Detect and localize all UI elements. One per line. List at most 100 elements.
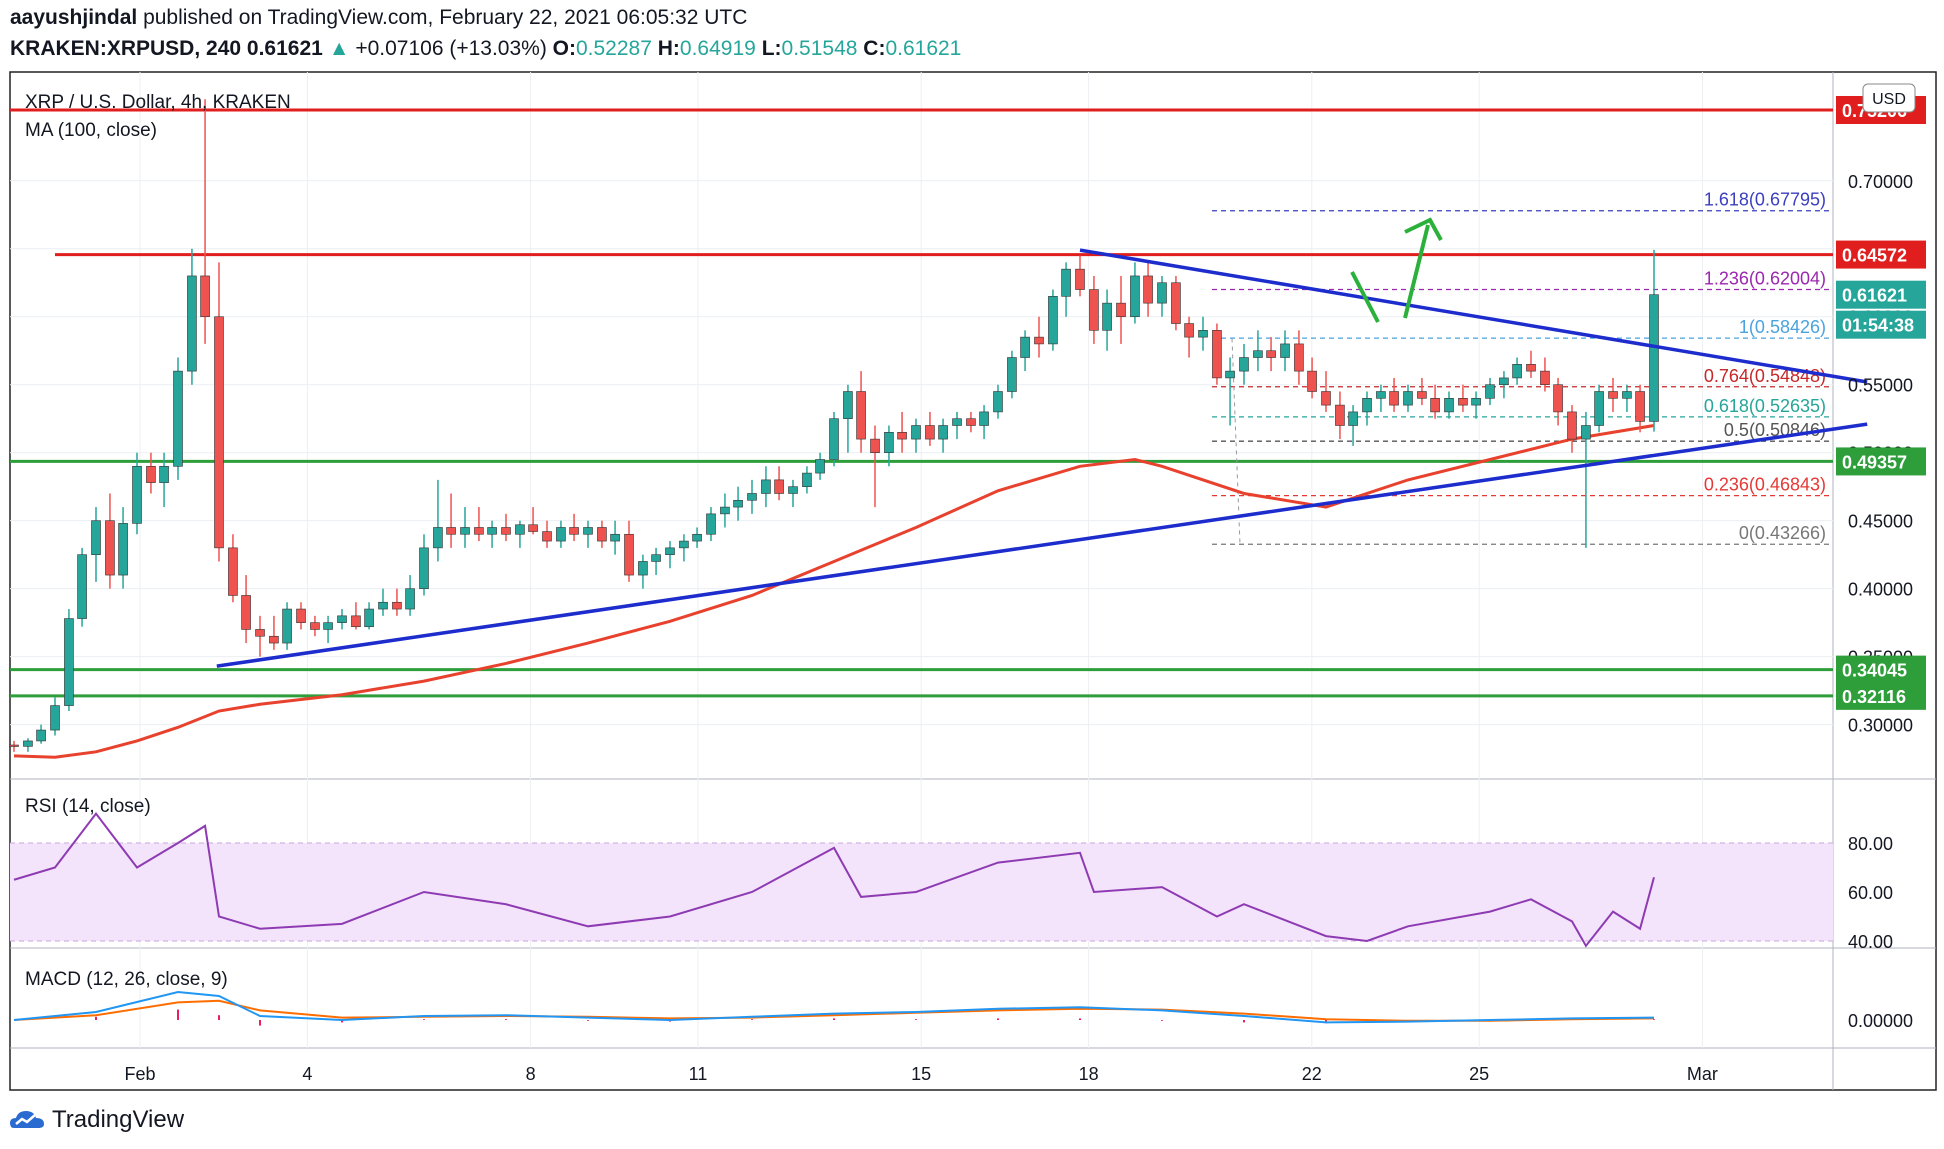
trendline-lower[interactable]	[216, 422, 1868, 668]
price-axis[interactable]: 0.300000.350000.400000.450000.500000.550…	[1836, 95, 1926, 1031]
ma-legend[interactable]: MA (100, close)	[25, 120, 157, 141]
candle-body	[173, 370, 183, 467]
bearish-candle	[1034, 316, 1044, 358]
bullish-candle	[788, 479, 798, 508]
macd-legend[interactable]: MACD (12, 26, close, 9)	[25, 969, 228, 990]
time-tick-label: 11	[689, 1064, 708, 1084]
bullish-candle	[1594, 384, 1604, 433]
candle-body	[405, 588, 415, 610]
candle-body	[528, 524, 538, 532]
bearish-candle	[1608, 377, 1618, 412]
candle-body	[501, 527, 511, 535]
tradingview-footer[interactable]: TradingView	[10, 1106, 184, 1134]
bearish-candle	[1417, 377, 1427, 406]
candle-body	[1130, 275, 1140, 318]
triangle-trendlines[interactable]	[216, 248, 1868, 668]
bullish-candle	[1020, 330, 1030, 372]
time-axis[interactable]: Feb 4 8 11 15 18 22 25 Mar	[124, 1064, 1717, 1084]
bullish-candle	[843, 384, 853, 453]
candle-body	[269, 635, 279, 644]
bearish-candle	[925, 411, 935, 446]
rsi-tick-label: 60.00	[1848, 883, 1893, 903]
price-tick-label: 0.55000	[1848, 376, 1913, 396]
candle-body	[1430, 398, 1440, 413]
candle-body	[843, 391, 853, 420]
candle-body	[487, 527, 497, 535]
candle-body	[1239, 357, 1249, 372]
currency-button-frame[interactable]	[1862, 83, 1916, 113]
last-price: 0.61621	[246, 37, 323, 60]
candle-body	[474, 527, 484, 535]
candle-body	[1089, 289, 1099, 331]
candle-body	[761, 479, 771, 494]
fib-level-label: 1.236(0.62004)	[1704, 268, 1826, 288]
candle-body	[159, 465, 169, 483]
support-price-tag	[1836, 447, 1926, 476]
candle-body	[1020, 336, 1030, 358]
candle-body	[1171, 282, 1181, 324]
bearish-candle	[870, 425, 880, 508]
candle-body	[870, 438, 880, 453]
bullish-candle	[1130, 262, 1140, 324]
author-name[interactable]: aayushjindal	[10, 6, 138, 29]
candle-body	[979, 411, 989, 426]
time-tick-label: Mar	[1687, 1064, 1718, 1084]
candle-body	[1212, 330, 1222, 379]
candle-body	[897, 431, 907, 440]
bullish-candle	[911, 418, 921, 453]
bearish-candle	[624, 520, 634, 582]
bearish-candle	[1458, 384, 1468, 412]
candle-body	[1485, 384, 1495, 399]
candle-body	[1034, 336, 1044, 345]
grid	[10, 72, 1833, 1048]
candle-body	[1635, 391, 1645, 422]
bullish-candle	[405, 575, 415, 616]
bullish-candle	[378, 588, 388, 616]
bearish-candle	[351, 602, 361, 630]
candle-body	[1553, 384, 1563, 413]
countdown-label: 01:54:38	[1842, 316, 1914, 336]
candle-body	[1567, 411, 1577, 440]
chart-title[interactable]: XRP / U.S. Dollar, 4h, KRAKEN	[25, 92, 291, 113]
currency-button-label[interactable]: USD	[1872, 91, 1906, 108]
candle-body	[50, 705, 60, 731]
bearish-candle	[296, 602, 306, 630]
candle-body	[1608, 391, 1618, 399]
bearish-candle	[966, 411, 976, 433]
bearish-candle	[200, 99, 210, 344]
bullish-candle	[1048, 289, 1058, 351]
candle-body	[665, 547, 675, 555]
candle-body	[1512, 364, 1522, 379]
candle-body	[679, 540, 689, 549]
price-pane-legend: XRP / U.S. Dollar, 4h, KRAKEN MA (100, c…	[25, 92, 291, 990]
bullish-candle	[36, 724, 46, 744]
candle-body	[1362, 398, 1372, 413]
candle-body	[364, 608, 374, 628]
time-tick-label: 8	[526, 1064, 536, 1084]
candle-body	[460, 527, 470, 535]
bullish-candle	[802, 466, 812, 494]
candle-body	[1321, 391, 1331, 406]
candle-body	[77, 554, 87, 619]
candle-body	[118, 523, 128, 576]
bearish-candle	[1553, 377, 1563, 426]
candle-body	[1225, 370, 1235, 379]
tradingview-brand: TradingView	[52, 1106, 185, 1133]
symbol[interactable]: KRAKEN:XRPUSD	[10, 37, 195, 60]
candle-body	[1471, 398, 1481, 406]
candle-body	[610, 533, 620, 542]
chart-frame	[9, 71, 1937, 1091]
bearish-candle	[392, 588, 402, 616]
bullish-candle	[173, 357, 183, 480]
bullish-candle	[323, 615, 333, 644]
bearish-candle	[1143, 262, 1153, 317]
bullish-candle	[77, 547, 87, 627]
currency-button[interactable]: USD	[1862, 83, 1916, 113]
candle-body	[515, 524, 525, 535]
bullish-candle	[1485, 377, 1495, 406]
rsi-legend[interactable]: RSI (14, close)	[25, 796, 151, 817]
bearish-candle	[446, 493, 456, 548]
trendline-upper[interactable]	[1079, 248, 1868, 384]
price-tag-label: 0.34045	[1842, 661, 1907, 681]
